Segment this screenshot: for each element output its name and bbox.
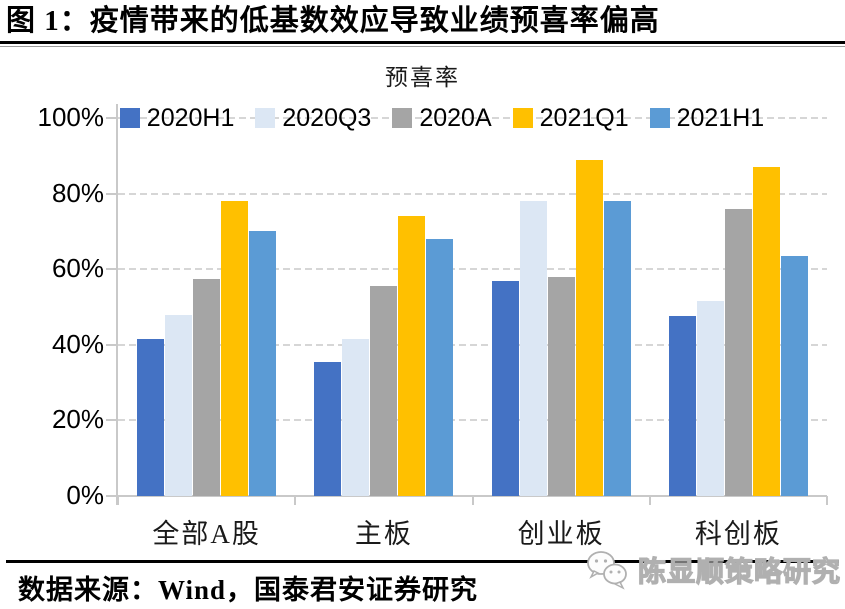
x-axis-labels: 全部A股 主板 创业板 科创板 [118, 512, 827, 549]
x-tick-mark [648, 496, 651, 505]
bar-group-科创板 [650, 118, 827, 496]
bar-2020H1-创业板 [491, 280, 519, 496]
bar-2021H1-科创板 [780, 255, 808, 496]
x-tick-mark [117, 496, 119, 505]
legend-item-2021H1: 2021H1 [649, 104, 765, 132]
bar-2021Q1-全部A股 [221, 201, 249, 496]
legend-label-2020Q3: 2020Q3 [282, 104, 372, 132]
gridline-0% [118, 495, 827, 497]
y-tick-label-40%: 40% [51, 328, 104, 359]
y-tick-mark [106, 495, 118, 497]
x-category-label-创业板: 创业板 [517, 519, 605, 549]
y-tick-label-20%: 20% [51, 404, 104, 435]
legend-item-2020H1: 2020H1 [119, 104, 235, 132]
bar-2021Q1-主板 [398, 216, 426, 496]
bar-2020Q3-全部A股 [165, 314, 193, 496]
legend-label-2020H1: 2020H1 [146, 104, 235, 132]
data-source: 数据来源：Wind，国泰君安证券研究 [18, 575, 479, 605]
legend-label-2021H1: 2021H1 [676, 104, 765, 132]
x-tick-mark [294, 496, 297, 505]
bar-2020A-创业板 [547, 276, 575, 496]
chart-title: 预喜率 [385, 65, 460, 90]
bar-2020Q3-创业板 [519, 201, 547, 496]
legend-item-2020Q3: 2020Q3 [255, 105, 371, 131]
x-tick-mark [471, 496, 474, 505]
gridline-20% [118, 419, 827, 422]
y-tick-mark [106, 192, 118, 195]
y-tick-mark [106, 419, 118, 422]
bar-2020A-科创板 [724, 208, 752, 496]
legend-marker-2020A [392, 108, 413, 128]
legend-marker-2021H1 [649, 108, 670, 128]
bar-2020H1-科创板 [668, 316, 696, 496]
legend-marker-2020Q3 [255, 108, 276, 128]
legend-label-2021Q1: 2021Q1 [539, 104, 629, 132]
bar-2021Q1-创业板 [575, 159, 603, 496]
x-tick-mark [826, 496, 828, 505]
bar-2021Q1-科创板 [752, 167, 780, 496]
gridline-40% [118, 343, 827, 346]
gridline-100% [118, 117, 827, 119]
bar-group-全部A股 [118, 118, 295, 496]
title-rule-bottom [0, 46, 845, 47]
wechat-icon [587, 551, 627, 590]
y-tick-label-80%: 80% [51, 177, 104, 208]
y-tick-mark [106, 343, 118, 346]
bar-2020Q3-主板 [342, 339, 370, 496]
bar-2020H1-全部A股 [137, 339, 165, 496]
y-axis-line [116, 104, 118, 505]
bar-2020H1-主板 [314, 361, 342, 496]
bar-2020A-全部A股 [193, 278, 221, 496]
legend: 2020H1 2020Q3 2020A 2021Q1 2021H1 [84, 102, 800, 134]
y-tick-label-60%: 60% [51, 253, 104, 284]
bar-2021H1-创业板 [603, 201, 631, 496]
x-category-label-主板: 主板 [354, 519, 413, 549]
legend-item-2021Q1: 2021Q1 [512, 104, 629, 132]
x-category-label-科创板: 科创板 [694, 519, 782, 549]
legend-marker-2021Q1 [512, 108, 533, 128]
y-tick-mark [106, 117, 118, 119]
y-axis-labels: 0% 20% 40% 60% 80% 100% [0, 0, 105, 609]
legend-marker-2020H1 [119, 108, 140, 128]
bar-2021H1-主板 [426, 238, 454, 496]
bar-group-主板 [295, 118, 472, 496]
footer-rule [6, 560, 839, 563]
watermark: 陈显顺策略研究 [584, 548, 841, 592]
y-tick-mark [106, 268, 118, 271]
x-category-label-全部A股: 全部A股 [152, 519, 261, 549]
bar-group-创业板 [473, 118, 650, 496]
figure-title: 图 1：疫情带来的低基数效应导致业绩预喜率偏高 [6, 5, 660, 37]
watermark-text: 陈显顺策略研究 [637, 555, 841, 587]
title-rule-top [0, 41, 845, 44]
legend-item-2020A: 2020A [392, 104, 492, 132]
y-tick-label-0%: 0% [66, 480, 104, 510]
bar-2020Q3-科创板 [696, 301, 724, 496]
bar-2020A-主板 [370, 286, 398, 496]
gridline-80% [118, 192, 827, 195]
plot-area [118, 117, 827, 497]
y-tick-label-100%: 100% [37, 102, 105, 132]
bar-2021H1-全部A股 [249, 231, 277, 496]
gridline-60% [118, 268, 827, 271]
legend-label-2020A: 2020A [419, 104, 492, 132]
